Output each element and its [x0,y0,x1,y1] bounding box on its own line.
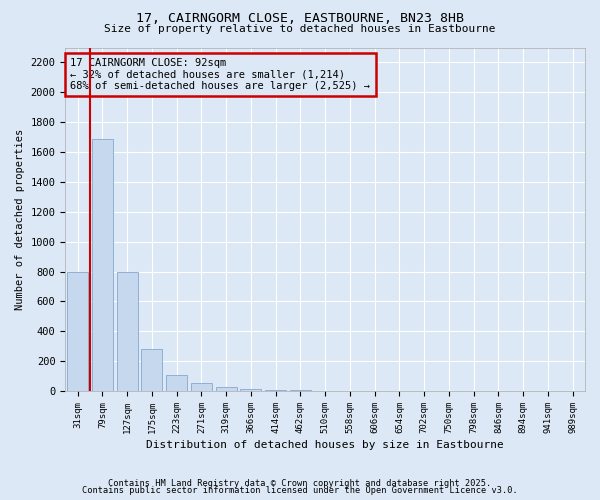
Text: Size of property relative to detached houses in Eastbourne: Size of property relative to detached ho… [104,24,496,34]
Bar [290,390,311,391]
Bar [215,386,236,391]
Y-axis label: Number of detached properties: Number of detached properties [15,128,25,310]
Bar [142,348,163,391]
Text: Contains public sector information licensed under the Open Government Licence v3: Contains public sector information licen… [82,486,518,495]
Bar [265,390,286,391]
Bar [116,272,137,391]
Bar [67,272,88,391]
Bar [241,389,262,391]
Bar [166,374,187,391]
X-axis label: Distribution of detached houses by size in Eastbourne: Distribution of detached houses by size … [146,440,504,450]
Text: 17, CAIRNGORM CLOSE, EASTBOURNE, BN23 8HB: 17, CAIRNGORM CLOSE, EASTBOURNE, BN23 8H… [136,12,464,26]
Text: Contains HM Land Registry data © Crown copyright and database right 2025.: Contains HM Land Registry data © Crown c… [109,478,491,488]
Text: 17 CAIRNGORM CLOSE: 92sqm
← 32% of detached houses are smaller (1,214)
68% of se: 17 CAIRNGORM CLOSE: 92sqm ← 32% of detac… [70,58,370,91]
Bar [191,383,212,391]
Bar [92,138,113,391]
